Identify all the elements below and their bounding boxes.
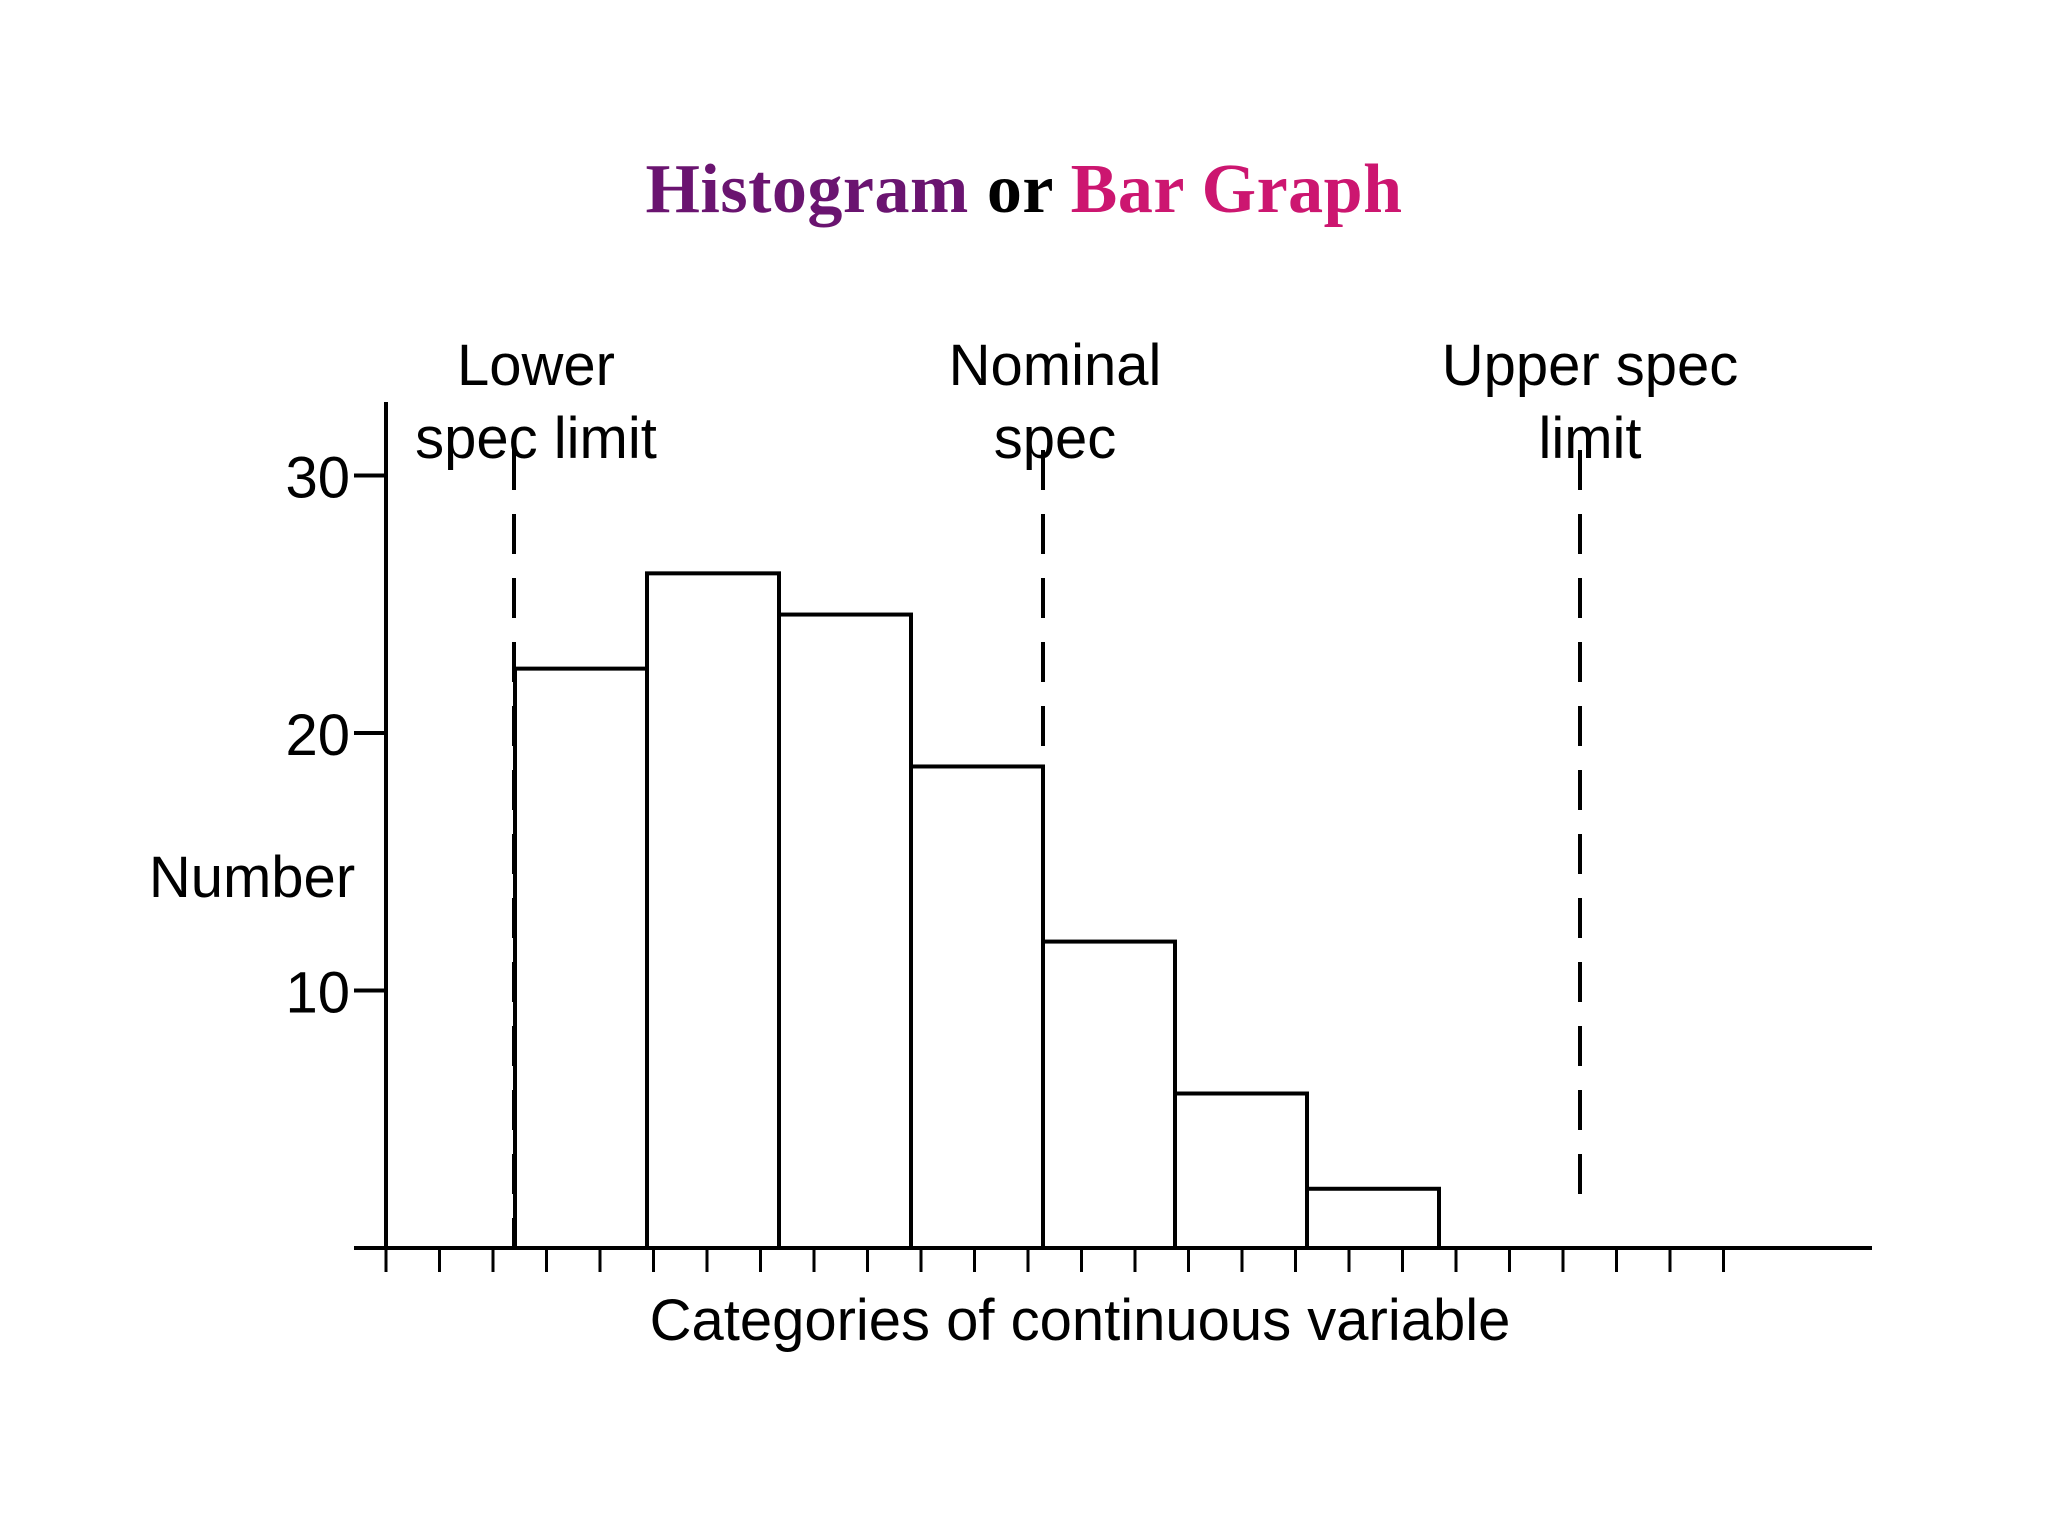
bar-5 xyxy=(1041,939,1177,1250)
bar-4 xyxy=(909,764,1045,1250)
title-or: or xyxy=(986,151,1053,228)
bar-7 xyxy=(1305,1186,1441,1251)
spec-label-2-line1: Nominal xyxy=(949,333,1162,398)
chart-title: Histogram or Bar Graph xyxy=(0,150,2048,230)
spec-label-1-line1: Lower xyxy=(457,333,615,398)
title-bar-graph: Bar Graph xyxy=(1070,151,1403,228)
bar-1 xyxy=(513,666,649,1250)
spec-line-group-1: Lower spec limit xyxy=(415,333,657,1248)
spec-line-group-3: Upper spec limit xyxy=(1442,333,1739,1205)
spec-lines: Lower spec limit Nominal spec Upper spec limi… xyxy=(415,333,1738,1248)
spec-label-3-line2: limit xyxy=(1538,406,1641,471)
y-tick-label-20: 20 xyxy=(285,703,350,768)
bar-3 xyxy=(777,612,913,1250)
y-tick-label-10: 10 xyxy=(285,961,350,1026)
y-tick-label-30: 30 xyxy=(285,446,350,511)
spec-label-1-line2: spec limit xyxy=(415,406,657,471)
bars xyxy=(513,571,1441,1251)
bar-6 xyxy=(1173,1091,1309,1250)
spec-label-2-line2: spec xyxy=(994,406,1117,471)
spec-line-group-2: Nominal spec xyxy=(949,333,1162,1248)
title-histogram: Histogram xyxy=(645,151,969,228)
spec-label-3-line1: Upper spec xyxy=(1442,333,1739,398)
y-axis-label: Number xyxy=(149,845,355,910)
x-axis-label: Categories of continuous variable xyxy=(650,1288,1511,1353)
bar-2 xyxy=(645,571,781,1250)
